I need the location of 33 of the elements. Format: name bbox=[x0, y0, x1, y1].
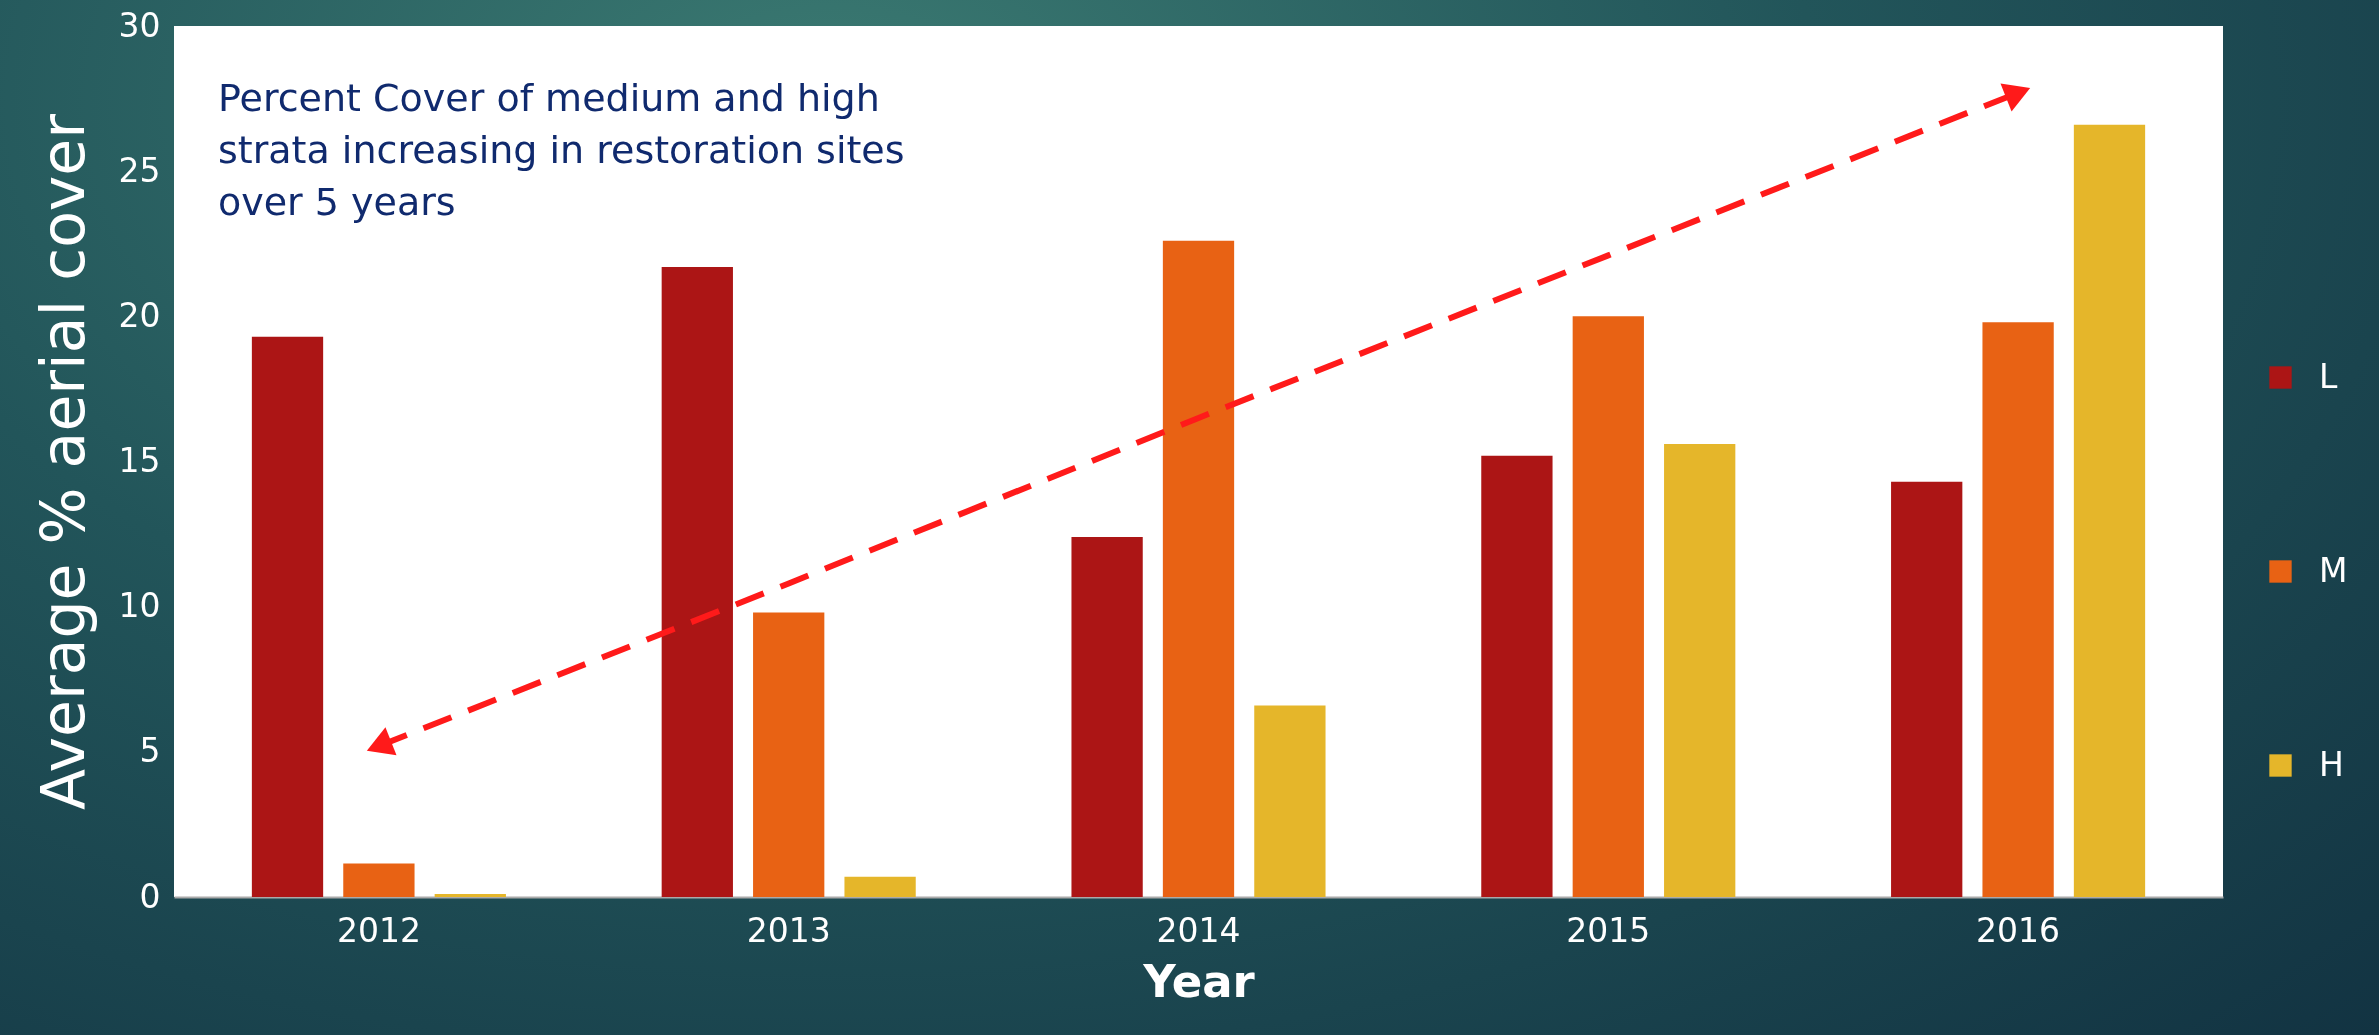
legend-label: L bbox=[2319, 356, 2338, 396]
x-tick-label: 2015 bbox=[1566, 910, 1651, 950]
bar bbox=[251, 336, 324, 897]
bar bbox=[343, 863, 415, 897]
y-axis-title: Average % aerial cover bbox=[27, 113, 98, 810]
y-tick-label: 10 bbox=[118, 586, 161, 626]
bar bbox=[2073, 124, 2146, 897]
bar bbox=[844, 876, 916, 897]
x-tick-label: 2013 bbox=[746, 910, 831, 950]
bar bbox=[1891, 481, 1963, 897]
annotation: Percent Cover of medium and high strata increasing in restoration sites over 5 years bbox=[218, 75, 906, 226]
bar bbox=[434, 894, 506, 897]
bar bbox=[1481, 455, 1553, 897]
bar bbox=[1982, 322, 2054, 897]
y-tick-label: 15 bbox=[118, 441, 161, 480]
bar bbox=[661, 266, 733, 897]
bar bbox=[753, 612, 825, 897]
y-tick-label: 0 bbox=[139, 876, 161, 916]
bar bbox=[1071, 536, 1143, 897]
bar bbox=[1572, 316, 1644, 897]
y-tick-label: 5 bbox=[139, 731, 161, 771]
y-tick-label: 20 bbox=[118, 295, 161, 335]
bar bbox=[1254, 705, 1326, 897]
legend-label: M bbox=[2319, 550, 2348, 590]
bar bbox=[1162, 240, 1235, 897]
bar bbox=[1664, 444, 1736, 897]
legend-label: H bbox=[2319, 744, 2344, 784]
x-tick-label: 2012 bbox=[336, 910, 421, 950]
y-tick-label: 30 bbox=[118, 5, 161, 45]
x-tick-label: 2016 bbox=[1976, 910, 2061, 950]
y-tick-label: 25 bbox=[118, 150, 161, 190]
x-axis-title: Year bbox=[1142, 954, 1256, 1008]
x-tick-label: 2014 bbox=[1156, 910, 1241, 950]
